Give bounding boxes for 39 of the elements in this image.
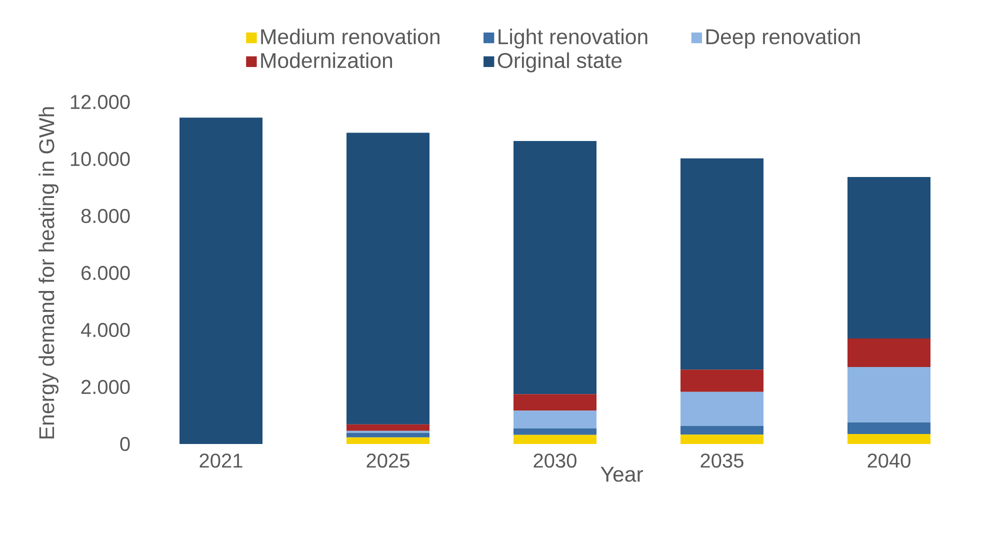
bar bbox=[346, 437, 430, 444]
x-tick-label: 2030 bbox=[534, 454, 576, 468]
bar bbox=[346, 424, 430, 431]
bar bbox=[680, 426, 764, 435]
y-tick-label: 2.000 bbox=[82, 380, 130, 394]
bar bbox=[346, 132, 430, 424]
legend-label: Light renovation bbox=[498, 28, 648, 49]
bar bbox=[680, 370, 764, 392]
x-axis-title: Year bbox=[600, 466, 644, 482]
bar bbox=[513, 428, 596, 435]
bar bbox=[680, 158, 764, 370]
bar bbox=[680, 392, 764, 426]
x-tick-label: 2035 bbox=[700, 454, 744, 468]
y-axis-title: Energy demand for heating in GWh bbox=[38, 107, 58, 438]
y-tick-label: 12.000 bbox=[70, 94, 130, 110]
bar bbox=[847, 422, 930, 434]
x-tick-label: 2021 bbox=[200, 454, 242, 468]
bar bbox=[513, 141, 596, 394]
bar bbox=[513, 434, 596, 444]
y-tick-label: 10.000 bbox=[70, 152, 130, 166]
legend-label: Deep renovation bbox=[706, 28, 860, 49]
bar bbox=[847, 367, 930, 422]
bar bbox=[847, 176, 930, 339]
legend-label: Original state bbox=[498, 52, 622, 72]
y-tick-label: 6.000 bbox=[82, 266, 130, 280]
bar bbox=[847, 338, 930, 368]
bar bbox=[513, 410, 596, 428]
bar bbox=[680, 434, 764, 444]
y-tick-label: 0 bbox=[120, 436, 130, 452]
x-tick-label: 2025 bbox=[366, 454, 410, 468]
bar bbox=[180, 118, 262, 444]
y-tick-label: 4.000 bbox=[80, 322, 130, 338]
y-tick-label: 8.000 bbox=[81, 208, 130, 224]
bar bbox=[847, 434, 930, 444]
legend-label: Medium renovation bbox=[261, 28, 440, 44]
bar bbox=[346, 432, 430, 438]
legend-label: Modernization bbox=[261, 52, 392, 68]
bar bbox=[513, 394, 596, 411]
x-tick-label: 2040 bbox=[868, 454, 910, 468]
